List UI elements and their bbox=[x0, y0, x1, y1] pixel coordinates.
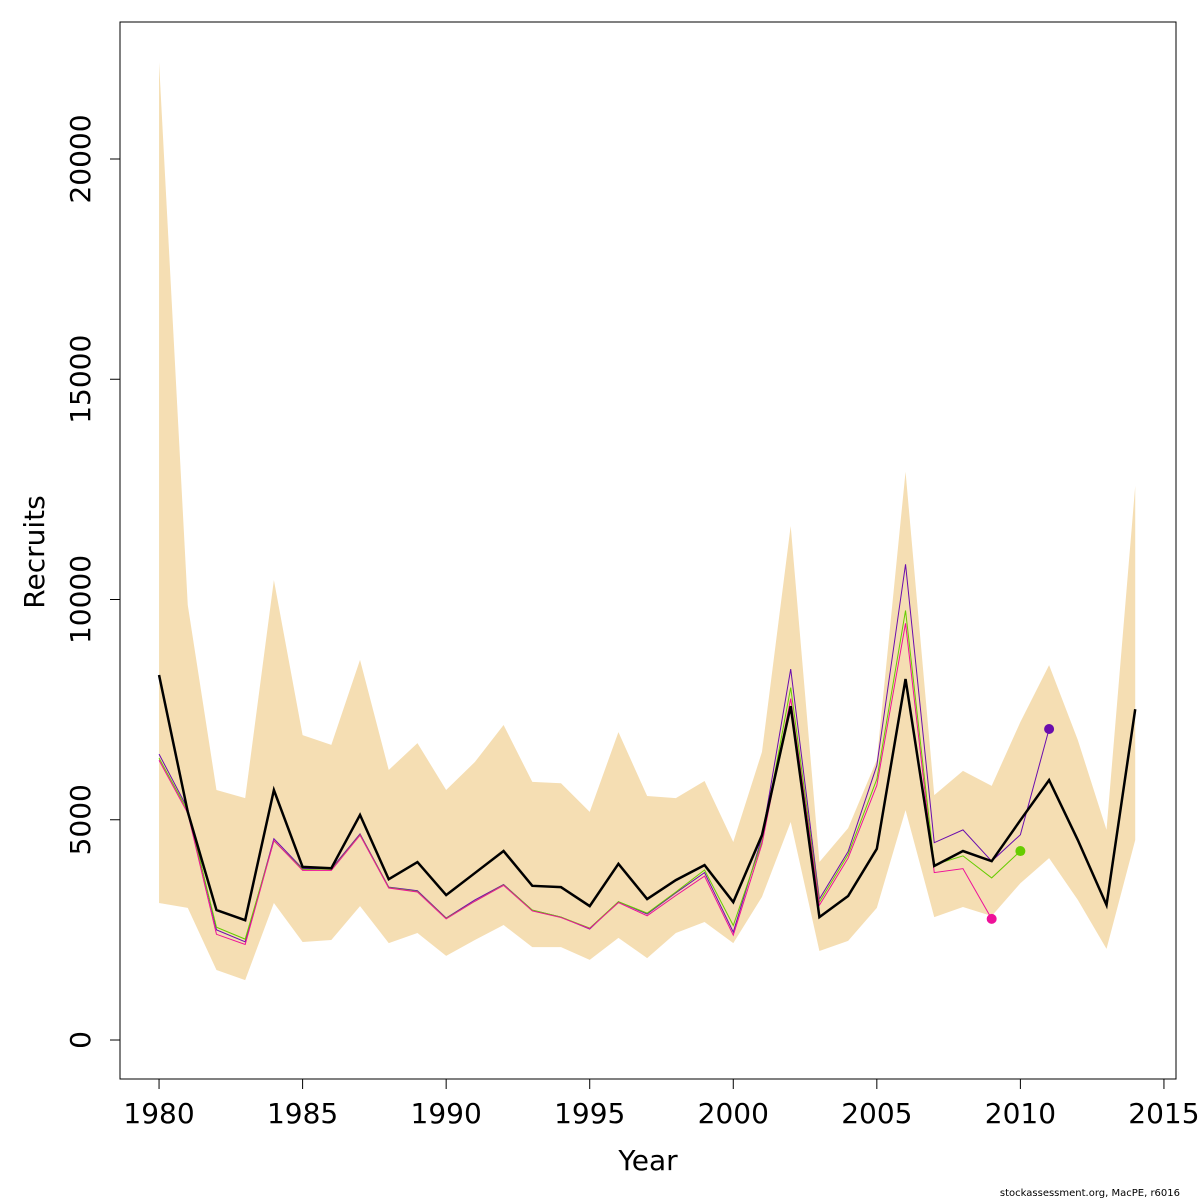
end-point bbox=[1044, 724, 1055, 735]
y-tick-label: 10000 bbox=[64, 555, 97, 644]
y-tick-label: 20000 bbox=[64, 114, 97, 203]
end-point bbox=[1015, 846, 1026, 857]
x-tick-label: 2015 bbox=[1128, 1097, 1199, 1130]
y-tick-label: 15000 bbox=[64, 335, 97, 424]
x-tick-label: 1980 bbox=[123, 1097, 194, 1130]
series-line bbox=[158, 623, 993, 946]
x-axis-label: Year bbox=[617, 1144, 678, 1177]
y-tick-label: 5000 bbox=[64, 784, 97, 855]
x-tick-label: 1985 bbox=[267, 1097, 338, 1130]
x-tick-label: 1990 bbox=[411, 1097, 482, 1130]
y-tick-label: 0 bbox=[64, 1031, 97, 1049]
x-tick-label: 2005 bbox=[841, 1097, 912, 1130]
confidence-band bbox=[159, 62, 1136, 981]
x-tick-label: 1995 bbox=[554, 1097, 625, 1130]
end-point bbox=[986, 913, 997, 924]
footnote: stockassessment.org, MacPE, r6016 bbox=[1000, 1188, 1180, 1199]
x-tick-label: 2010 bbox=[985, 1097, 1056, 1130]
x-tick-label: 2000 bbox=[698, 1097, 769, 1130]
y-axis-label: Recruits bbox=[18, 495, 51, 608]
series-line bbox=[157, 674, 1137, 922]
